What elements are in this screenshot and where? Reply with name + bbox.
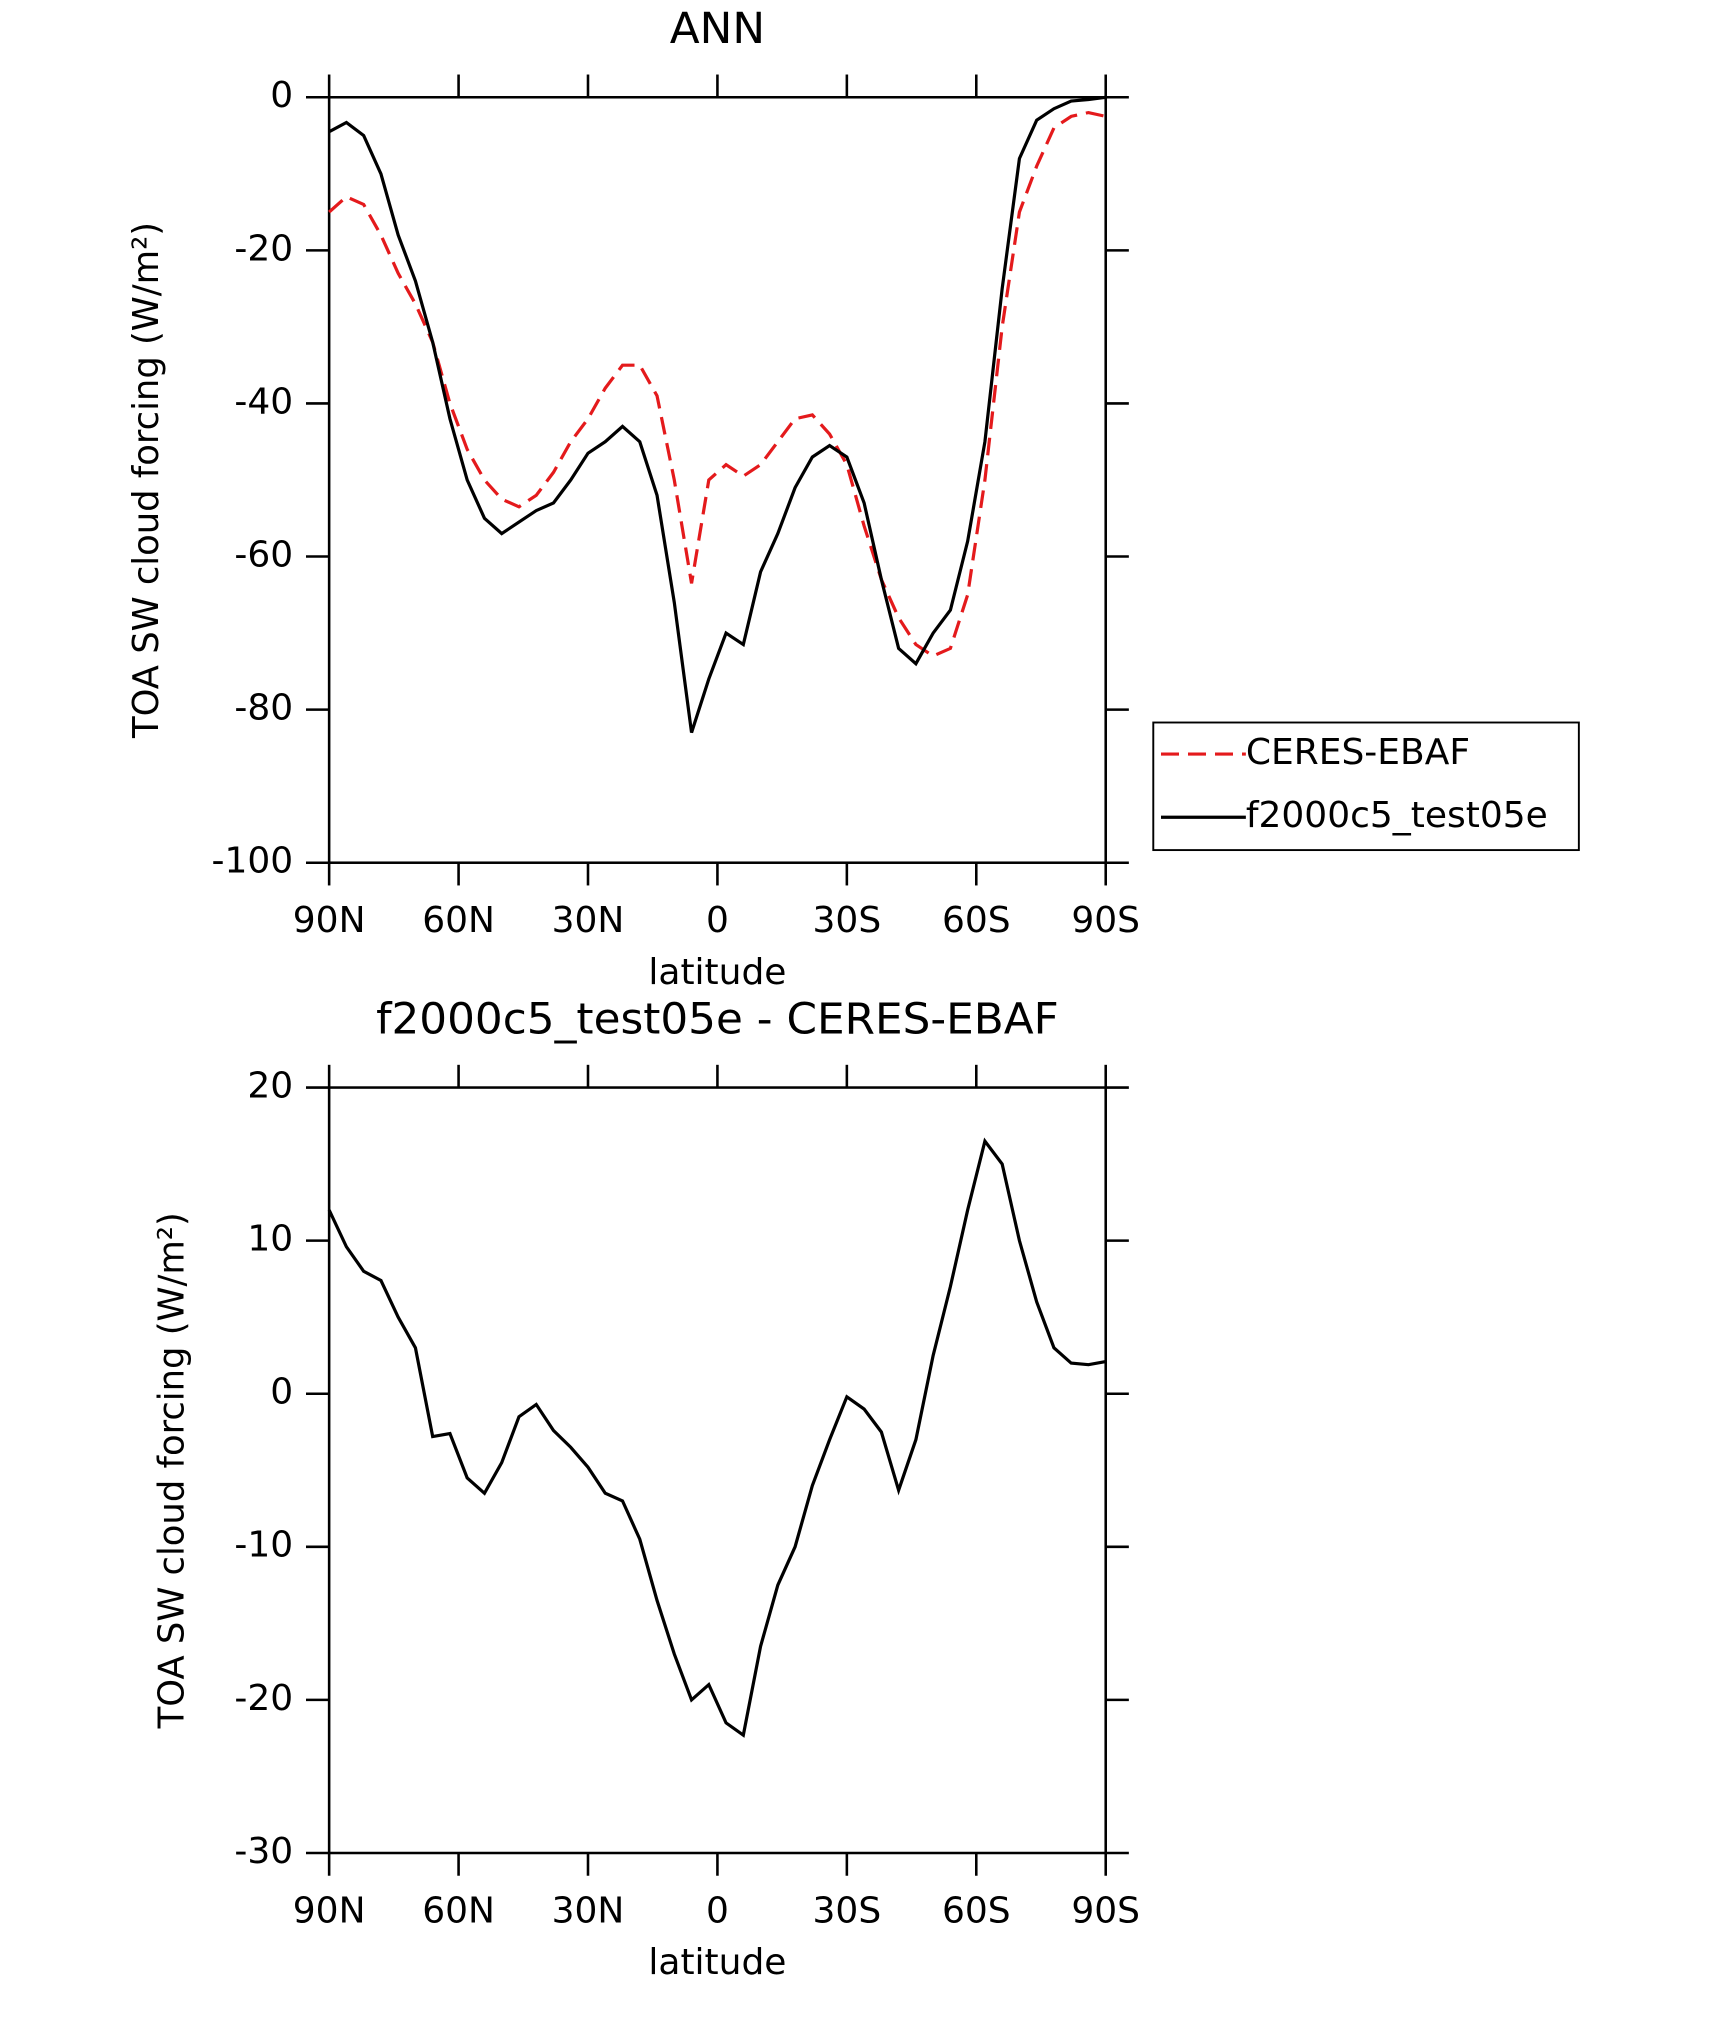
y-tick-label: -20 xyxy=(234,229,293,270)
x-tick-label: 90N xyxy=(293,900,366,941)
data-line xyxy=(328,110,1107,658)
y-tick-label: -80 xyxy=(234,688,293,729)
data-line xyxy=(328,95,1106,734)
legend-label: f2000c5_test05e xyxy=(1246,795,1548,836)
x-tick-label: 30N xyxy=(552,900,625,941)
x-tick-label: 90S xyxy=(1071,900,1140,941)
legend-box xyxy=(1152,721,1580,852)
x-tick-label: 90S xyxy=(1071,1891,1140,1932)
y-tick-label: 0 xyxy=(270,75,293,116)
chart-title: ANN xyxy=(670,4,765,54)
y-tick-label: -10 xyxy=(234,1525,293,1566)
x-tick-label: 60S xyxy=(942,900,1011,941)
y-axis-label: TOA SW cloud forcing (W/m²) xyxy=(151,1212,192,1729)
x-tick-label: 90N xyxy=(293,1891,366,1932)
x-tick-label: 30N xyxy=(552,1891,625,1932)
x-tick-label: 60N xyxy=(422,900,495,941)
x-tick-label: 60N xyxy=(422,1891,495,1932)
y-tick-label: -40 xyxy=(234,382,293,423)
y-axis-label: TOA SW cloud forcing (W/m²) xyxy=(126,222,167,739)
y-tick-label: 20 xyxy=(247,1066,293,1107)
y-tick-label: -60 xyxy=(234,535,293,576)
x-tick-label: 0 xyxy=(706,900,729,941)
legend-label: CERES-EBAF xyxy=(1246,732,1470,773)
x-tick-label: 30S xyxy=(813,900,882,941)
y-tick-label: -100 xyxy=(211,841,293,882)
y-tick-label: -30 xyxy=(234,1831,293,1872)
x-tick-label: 30S xyxy=(813,1891,882,1932)
data-line xyxy=(327,1137,1106,1738)
y-tick-label: 0 xyxy=(270,1372,293,1413)
x-axis-label: latitude xyxy=(648,1942,786,1983)
plot-frame xyxy=(327,1086,1107,1855)
y-tick-label: 10 xyxy=(247,1219,293,1260)
x-tick-label: 0 xyxy=(706,1891,729,1932)
chart-title: f2000c5_test05e - CERES-EBAF xyxy=(376,995,1059,1045)
plot-frame xyxy=(327,95,1107,864)
x-tick-label: 60S xyxy=(942,1891,1011,1932)
y-tick-label: -20 xyxy=(234,1678,293,1719)
x-axis-label: latitude xyxy=(648,952,786,993)
